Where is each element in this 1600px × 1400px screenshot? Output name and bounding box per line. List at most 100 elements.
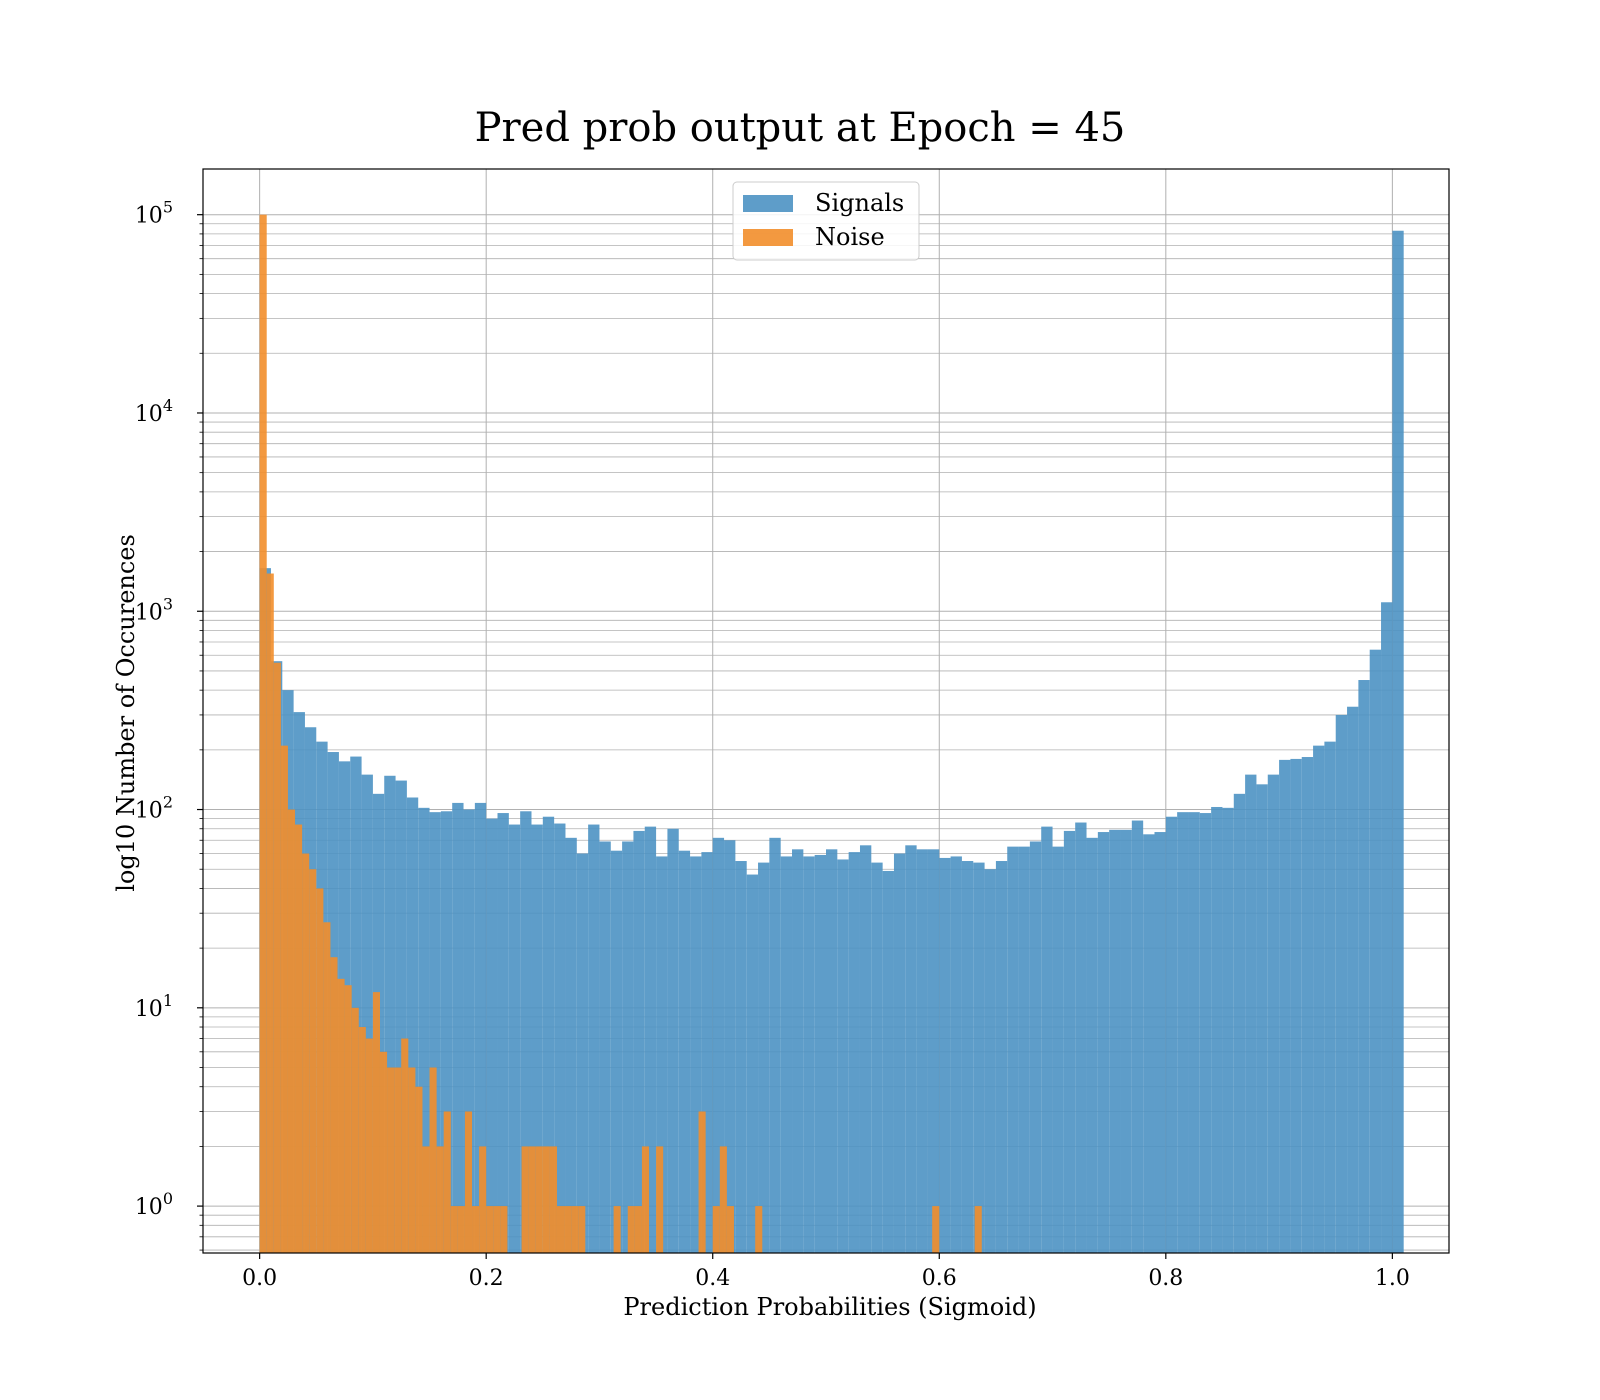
noise-bar-6 xyxy=(302,853,310,1253)
noise-bar-2 xyxy=(273,662,281,1253)
noise-bar-66 xyxy=(726,1206,734,1253)
signals-bar-47 xyxy=(792,849,804,1253)
noise-bar-29 xyxy=(464,1111,473,1253)
noise-bar-21 xyxy=(408,1067,416,1253)
signals-bar-39 xyxy=(701,852,713,1253)
signals-bar-34 xyxy=(644,826,657,1253)
signals-bar-73 xyxy=(1086,837,1098,1253)
signals-bar-95 xyxy=(1335,714,1348,1253)
noise-bar-1 xyxy=(266,573,274,1253)
signals-bar-96 xyxy=(1347,706,1359,1253)
signals-bar-83 xyxy=(1199,813,1212,1253)
signals-bar-89 xyxy=(1267,774,1280,1253)
signals-bar-32 xyxy=(622,841,634,1253)
noise-bar-19 xyxy=(394,1067,402,1253)
noise-bar-23 xyxy=(422,1146,430,1253)
signals-bar-81 xyxy=(1177,812,1189,1253)
signals-bar-36 xyxy=(667,828,679,1253)
noise-bar-14 xyxy=(358,1027,366,1253)
signals-bar-42 xyxy=(735,861,747,1253)
signals-bar-82 xyxy=(1188,812,1200,1253)
x-tick-label-3: 0.6 xyxy=(922,1266,957,1291)
noise-bar-20 xyxy=(401,1038,409,1253)
noise-bar-16 xyxy=(372,992,380,1253)
signals-bar-20 xyxy=(486,818,498,1253)
signals-bar-88 xyxy=(1256,784,1268,1253)
noise-bar-44 xyxy=(571,1206,579,1253)
signals-bar-48 xyxy=(803,856,815,1253)
signals-bar-9 xyxy=(361,774,373,1253)
noise-bar-22 xyxy=(415,1086,423,1253)
noise-bar-52 xyxy=(627,1206,635,1253)
noise-bar-70 xyxy=(755,1206,763,1253)
signals-bar-38 xyxy=(690,856,702,1253)
noise-bar-9 xyxy=(323,922,331,1253)
signals-bar-30 xyxy=(599,841,611,1253)
noise-bar-62 xyxy=(698,1111,706,1253)
x-tick-label-4: 0.8 xyxy=(1148,1266,1183,1291)
x-axis-label: Prediction Probabilities (Sigmoid) xyxy=(623,1293,1036,1321)
noise-bar-65 xyxy=(719,1146,727,1253)
noise-bar-54 xyxy=(641,1146,650,1253)
signals-bar-33 xyxy=(633,830,645,1253)
noise-bar-7 xyxy=(309,869,317,1253)
noise-bar-50 xyxy=(613,1206,621,1253)
signals-bar-77 xyxy=(1131,820,1144,1253)
signals-bar-27 xyxy=(565,837,577,1253)
signals-bar-25 xyxy=(542,816,555,1253)
signals-bar-92 xyxy=(1301,757,1314,1253)
signals-bar-94 xyxy=(1324,741,1336,1253)
noise-bar-32 xyxy=(486,1206,494,1253)
signals-bar-93 xyxy=(1313,745,1325,1253)
signals-bar-75 xyxy=(1109,829,1121,1253)
signals-bar-72 xyxy=(1075,822,1087,1253)
noise-bar-27 xyxy=(450,1206,458,1253)
signals-bar-31 xyxy=(610,850,623,1253)
noise-bar-34 xyxy=(500,1206,508,1253)
legend-swatch-noise xyxy=(743,229,793,246)
signals-bar-64 xyxy=(984,869,996,1253)
signals-bar-86 xyxy=(1233,793,1246,1253)
signals-bar-19 xyxy=(474,802,487,1253)
signals-bar-43 xyxy=(746,874,759,1253)
signals-bar-51 xyxy=(837,859,849,1253)
signals-bar-85 xyxy=(1222,807,1234,1253)
axes-frame xyxy=(202,168,1450,1254)
legend-label-noise: Noise xyxy=(815,223,885,251)
signals-bar-23 xyxy=(520,811,532,1253)
legend-swatch-signals xyxy=(743,195,793,212)
y-tick-label-4: 104 xyxy=(135,396,173,427)
signals-bar-71 xyxy=(1063,830,1076,1253)
signals-bar-37 xyxy=(678,850,691,1253)
signals-bar-98 xyxy=(1369,649,1382,1253)
signals-bar-12 xyxy=(395,780,407,1253)
noise-bar-15 xyxy=(365,1038,373,1253)
noise-bar-39 xyxy=(535,1146,543,1253)
signals-bar-21 xyxy=(497,813,509,1253)
signals-bar-69 xyxy=(1041,826,1053,1253)
signals-bar-8 xyxy=(350,756,362,1253)
signals-bar-17 xyxy=(452,802,464,1253)
noise-bar-95 xyxy=(932,1206,940,1253)
signals-bar-61 xyxy=(950,856,962,1253)
series-noise xyxy=(259,214,982,1254)
x-tick-label-0: 0.0 xyxy=(242,1266,277,1291)
noise-bar-43 xyxy=(564,1206,572,1253)
signals-bar-76 xyxy=(1120,829,1132,1253)
noise-bar-41 xyxy=(549,1146,557,1253)
signals-bar-13 xyxy=(406,797,419,1253)
axes: 0.0 0.2 0.4 0.6 0.8 1.0 100 101 102 103 104 105 xyxy=(135,168,1450,1291)
y-tick-label-2: 102 xyxy=(135,793,173,824)
y-tick-label-5: 105 xyxy=(135,198,173,229)
noise-bar-0 xyxy=(259,214,267,1254)
y-axis-label: log10 Number of Occurences xyxy=(112,534,140,892)
signals-bar-79 xyxy=(1154,832,1166,1253)
x-tick-label-2: 0.4 xyxy=(695,1266,730,1291)
signals-bar-18 xyxy=(463,809,475,1253)
signals-bar-100 xyxy=(1392,230,1404,1254)
signals-bar-60 xyxy=(939,857,951,1253)
noise-bar-56 xyxy=(656,1146,664,1253)
noise-bar-28 xyxy=(457,1206,465,1253)
y-tick-label-1: 101 xyxy=(135,991,173,1022)
